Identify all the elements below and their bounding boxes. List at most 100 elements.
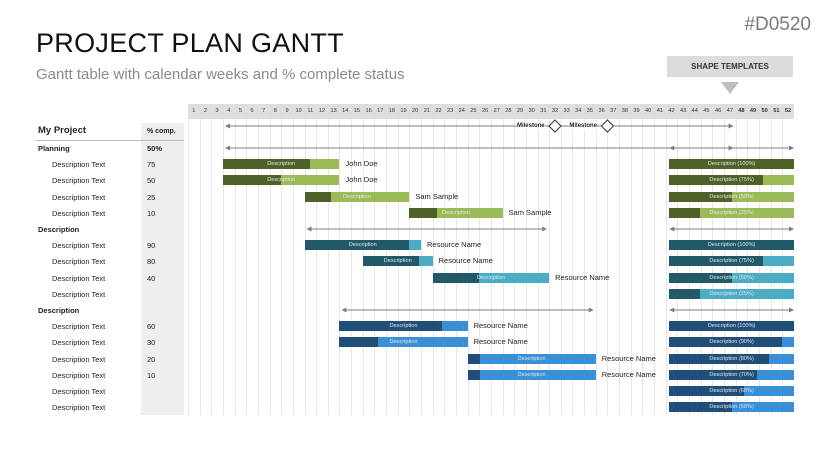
template-bar[interactable]: Description (100%) bbox=[669, 240, 794, 251]
shape-templates-button[interactable]: SHAPE TEMPLATES bbox=[667, 56, 793, 77]
template-bar[interactable]: Description (100%) bbox=[669, 321, 794, 332]
week-gridline bbox=[386, 119, 388, 415]
milestone-arrow bbox=[224, 123, 734, 129]
week-label: 41 bbox=[656, 108, 663, 114]
week-gridline bbox=[257, 119, 259, 415]
percent-value: 75 bbox=[147, 160, 156, 170]
task-label: Description Text bbox=[52, 322, 106, 332]
week-gridline bbox=[665, 119, 667, 415]
bar-progress bbox=[467, 353, 481, 364]
percent-value: 10 bbox=[147, 370, 156, 380]
week-gridline bbox=[782, 119, 784, 415]
template-bar[interactable]: Description (80%) bbox=[669, 353, 794, 364]
bar-text: Description bbox=[383, 258, 412, 265]
week-gridline bbox=[199, 119, 201, 415]
bar-text: Description bbox=[389, 323, 418, 330]
week-label: 10 bbox=[295, 108, 302, 114]
week-gridline bbox=[595, 119, 597, 415]
task-bar[interactable]: Description bbox=[339, 321, 468, 332]
template-bar[interactable]: Description (90%) bbox=[669, 337, 794, 348]
week-label: 3 bbox=[215, 108, 219, 114]
bar-text: Description bbox=[441, 209, 470, 216]
bar-text: Description (50%) bbox=[709, 193, 754, 200]
week-label: 25 bbox=[470, 108, 477, 114]
week-label: 19 bbox=[400, 108, 407, 114]
week-label: 12 bbox=[318, 108, 326, 114]
summary-arrow bbox=[341, 307, 594, 313]
week-label: 6 bbox=[250, 108, 254, 114]
milestone-label: Milestone bbox=[569, 122, 598, 130]
week-gridline bbox=[630, 119, 632, 415]
week-label: 47 bbox=[726, 108, 733, 114]
resource-label: Resource Name bbox=[601, 353, 656, 363]
week-label: 38 bbox=[621, 108, 628, 114]
week-gridline bbox=[432, 119, 434, 415]
template-bar[interactable]: Description (50%) bbox=[669, 402, 794, 413]
task-label: Description Text bbox=[52, 257, 106, 267]
week-gridline bbox=[607, 119, 609, 415]
week-gridline bbox=[351, 119, 353, 415]
week-label: 48 bbox=[738, 108, 745, 114]
task-bar[interactable]: Description bbox=[222, 159, 340, 170]
page-title: PROJECT PLAN GANTT bbox=[36, 28, 344, 58]
week-gridline bbox=[327, 119, 329, 415]
week-header-strip bbox=[188, 104, 794, 119]
task-bar[interactable]: Description bbox=[222, 175, 340, 186]
week-gridline bbox=[560, 119, 562, 415]
template-bar[interactable]: Description (75%) bbox=[669, 256, 794, 267]
task-bar[interactable]: Description bbox=[304, 240, 421, 251]
task-bar[interactable]: Description bbox=[339, 337, 468, 348]
template-bar[interactable]: Description (25%) bbox=[669, 207, 794, 218]
section-label: Description bbox=[38, 225, 80, 234]
week-label: 15 bbox=[353, 108, 361, 114]
task-label: Description Text bbox=[52, 176, 106, 186]
template-bar[interactable]: Description (50%) bbox=[669, 272, 794, 283]
week-label: 16 bbox=[365, 108, 372, 114]
week-label: 37 bbox=[610, 108, 617, 114]
task-label: Description Text bbox=[52, 273, 106, 283]
week-gridline bbox=[479, 119, 481, 415]
week-gridline bbox=[281, 119, 283, 415]
task-bar[interactable]: Description bbox=[467, 369, 596, 380]
week-label: 42 bbox=[668, 108, 675, 114]
bar-text: Description bbox=[389, 339, 418, 346]
week-gridline bbox=[700, 119, 702, 415]
week-gridline bbox=[455, 119, 457, 415]
task-bar[interactable]: Description bbox=[467, 353, 596, 364]
template-bar[interactable]: Description (50%) bbox=[669, 191, 794, 202]
week-gridline bbox=[688, 119, 690, 415]
template-bar[interactable]: Description (60%) bbox=[669, 386, 794, 396]
template-bar[interactable]: Description (100%) bbox=[669, 159, 794, 170]
week-gridline bbox=[234, 119, 236, 415]
bar-progress bbox=[432, 272, 480, 283]
week-gridline bbox=[374, 119, 376, 415]
task-bar[interactable]: Description bbox=[432, 272, 550, 283]
week-gridline bbox=[490, 119, 492, 415]
bar-text: Description bbox=[267, 177, 296, 184]
template-bar[interactable]: Description (70%) bbox=[669, 369, 794, 380]
bar-progress bbox=[669, 240, 794, 251]
week-gridline bbox=[537, 119, 539, 415]
section-label: Description bbox=[38, 306, 80, 315]
week-label: 35 bbox=[586, 108, 594, 114]
week-gridline bbox=[712, 119, 714, 415]
resource-label: John Doe bbox=[345, 175, 378, 185]
bar-progress bbox=[669, 191, 732, 202]
week-gridline bbox=[758, 119, 760, 415]
week-label: 29 bbox=[516, 108, 524, 114]
week-gridline bbox=[444, 119, 446, 415]
project-header: My Project bbox=[38, 125, 87, 136]
template-bar[interactable]: Description (75%) bbox=[669, 175, 794, 186]
week-gridline bbox=[723, 119, 725, 415]
template-bar[interactable]: Description (25%) bbox=[669, 288, 794, 299]
week-gridline bbox=[735, 119, 737, 415]
task-bar[interactable]: Description bbox=[304, 191, 410, 202]
summary-arrow bbox=[306, 226, 548, 232]
bar-progress bbox=[304, 240, 410, 251]
bar-progress bbox=[467, 369, 481, 380]
task-bar[interactable]: Description bbox=[362, 256, 433, 267]
resource-label: Resource Name bbox=[555, 272, 610, 282]
week-label: 2 bbox=[203, 108, 208, 114]
task-bar[interactable]: Description bbox=[409, 207, 503, 218]
week-gridline bbox=[409, 119, 411, 415]
